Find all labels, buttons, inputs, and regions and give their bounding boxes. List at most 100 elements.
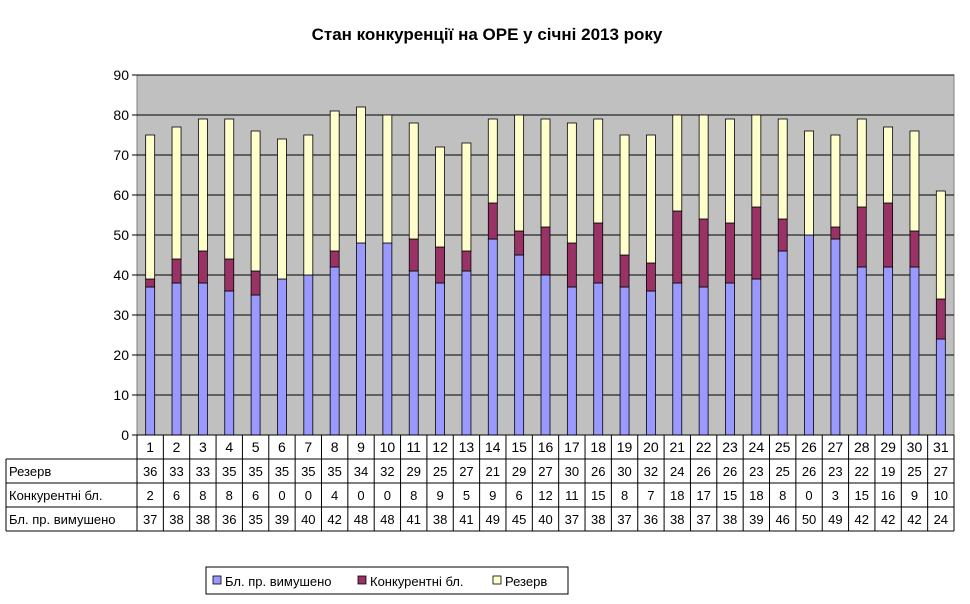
x-tick-label: 21 — [669, 439, 685, 455]
bar-segment — [856, 206, 867, 268]
bar-segment — [725, 118, 735, 224]
bar-segment — [408, 122, 419, 240]
data-label: 9 — [436, 488, 443, 503]
legend-label: Конкурентні бл. — [370, 574, 464, 589]
plot-area: 0 10 20 30 40 50 60 70 80 90 — [113, 67, 955, 443]
legend: Бл. пр. вимушено Конкурентні бл. Резерв — [205, 566, 569, 595]
data-label: 38 — [591, 512, 605, 527]
data-label: 22 — [855, 464, 869, 479]
x-tick-label: 17 — [564, 439, 580, 455]
data-label: 26 — [696, 464, 710, 479]
data-label: 19 — [881, 464, 895, 479]
data-label: 26 — [591, 464, 605, 479]
legend-swatch — [492, 575, 502, 585]
legend-swatch — [357, 575, 367, 585]
x-tick-label: 14 — [485, 439, 501, 455]
data-label: 38 — [433, 512, 447, 527]
bar-segment — [408, 238, 419, 272]
data-label: 39 — [275, 512, 289, 527]
bar-segment — [435, 246, 445, 284]
bar-segment — [751, 278, 762, 436]
data-label: 5 — [463, 488, 470, 503]
bar-segment — [646, 290, 656, 436]
bar-segment — [672, 114, 683, 212]
table-row-label: Бл. пр. вимушено — [9, 512, 116, 527]
x-tick-label: 22 — [696, 439, 712, 455]
bar-segment — [197, 250, 208, 284]
bar-segment — [830, 226, 841, 240]
data-label: 40 — [538, 512, 552, 527]
bar-segment — [250, 294, 261, 436]
bar-segment — [593, 222, 604, 284]
bar-segment — [804, 130, 814, 236]
legend-swatch — [212, 575, 222, 585]
x-tick-label: 20 — [643, 439, 659, 455]
bar-segment — [435, 282, 445, 436]
data-label: 25 — [907, 464, 921, 479]
bar-segment — [830, 238, 841, 436]
bar-segment — [461, 250, 472, 272]
bar-segment — [145, 134, 156, 280]
bar-segment — [883, 126, 894, 204]
data-label: 36 — [644, 512, 658, 527]
bar-segment — [540, 274, 551, 436]
x-tick-label: 13 — [459, 439, 475, 455]
data-label: 35 — [275, 464, 289, 479]
x-tick-label: 26 — [801, 439, 817, 455]
x-tick-label: 27 — [828, 439, 844, 455]
y-tick-label: 70 — [113, 147, 129, 163]
bar-segment — [171, 258, 182, 284]
bar-segment — [646, 134, 656, 264]
data-label: 25 — [775, 464, 789, 479]
data-label: 21 — [486, 464, 500, 479]
data-label: 32 — [644, 464, 658, 479]
data-label: 7 — [647, 488, 654, 503]
bar-segment — [751, 114, 762, 208]
bar-segment — [250, 270, 261, 296]
data-label: 0 — [357, 488, 364, 503]
bar-segment — [461, 270, 472, 436]
data-label: 42 — [881, 512, 895, 527]
data-label: 0 — [384, 488, 391, 503]
bar-segment — [883, 202, 894, 268]
bar-segment — [329, 266, 340, 436]
data-label: 38 — [723, 512, 737, 527]
bar-segment — [566, 122, 577, 244]
data-label: 49 — [828, 512, 842, 527]
x-tick-label: 31 — [933, 439, 949, 455]
data-label: 38 — [196, 512, 210, 527]
y-tick-label: 30 — [113, 307, 129, 323]
x-tick-label: 11 — [406, 439, 421, 455]
x-tick-label: 24 — [749, 439, 765, 455]
data-label: 30 — [565, 464, 579, 479]
data-label: 15 — [855, 488, 869, 503]
x-tick-label: 7 — [304, 439, 312, 455]
data-label: 2 — [147, 488, 154, 503]
x-tick-label: 25 — [775, 439, 791, 455]
bar-segment — [224, 258, 235, 292]
data-label: 46 — [775, 512, 789, 527]
legend-label: Резерв — [505, 574, 547, 589]
data-label: 38 — [169, 512, 183, 527]
data-label: 0 — [278, 488, 285, 503]
bar-segment — [619, 254, 630, 288]
y-tick-label: 40 — [113, 267, 129, 283]
bar-segment — [830, 134, 841, 228]
x-tick-label: 28 — [854, 439, 870, 455]
bar-segment — [935, 190, 946, 300]
bar-segment — [935, 298, 946, 340]
bar-segment — [197, 282, 208, 436]
data-label: 15 — [723, 488, 737, 503]
data-label: 24 — [670, 464, 684, 479]
bar-segment — [461, 142, 472, 252]
bar-segment — [698, 286, 709, 436]
data-label: 0 — [805, 488, 812, 503]
data-label: 0 — [305, 488, 312, 503]
bar-segment — [698, 114, 709, 220]
data-label: 29 — [512, 464, 526, 479]
data-label: 11 — [565, 488, 579, 503]
data-label: 37 — [565, 512, 579, 527]
data-label: 23 — [749, 464, 763, 479]
data-label: 37 — [143, 512, 157, 527]
bar-segment — [751, 206, 762, 280]
